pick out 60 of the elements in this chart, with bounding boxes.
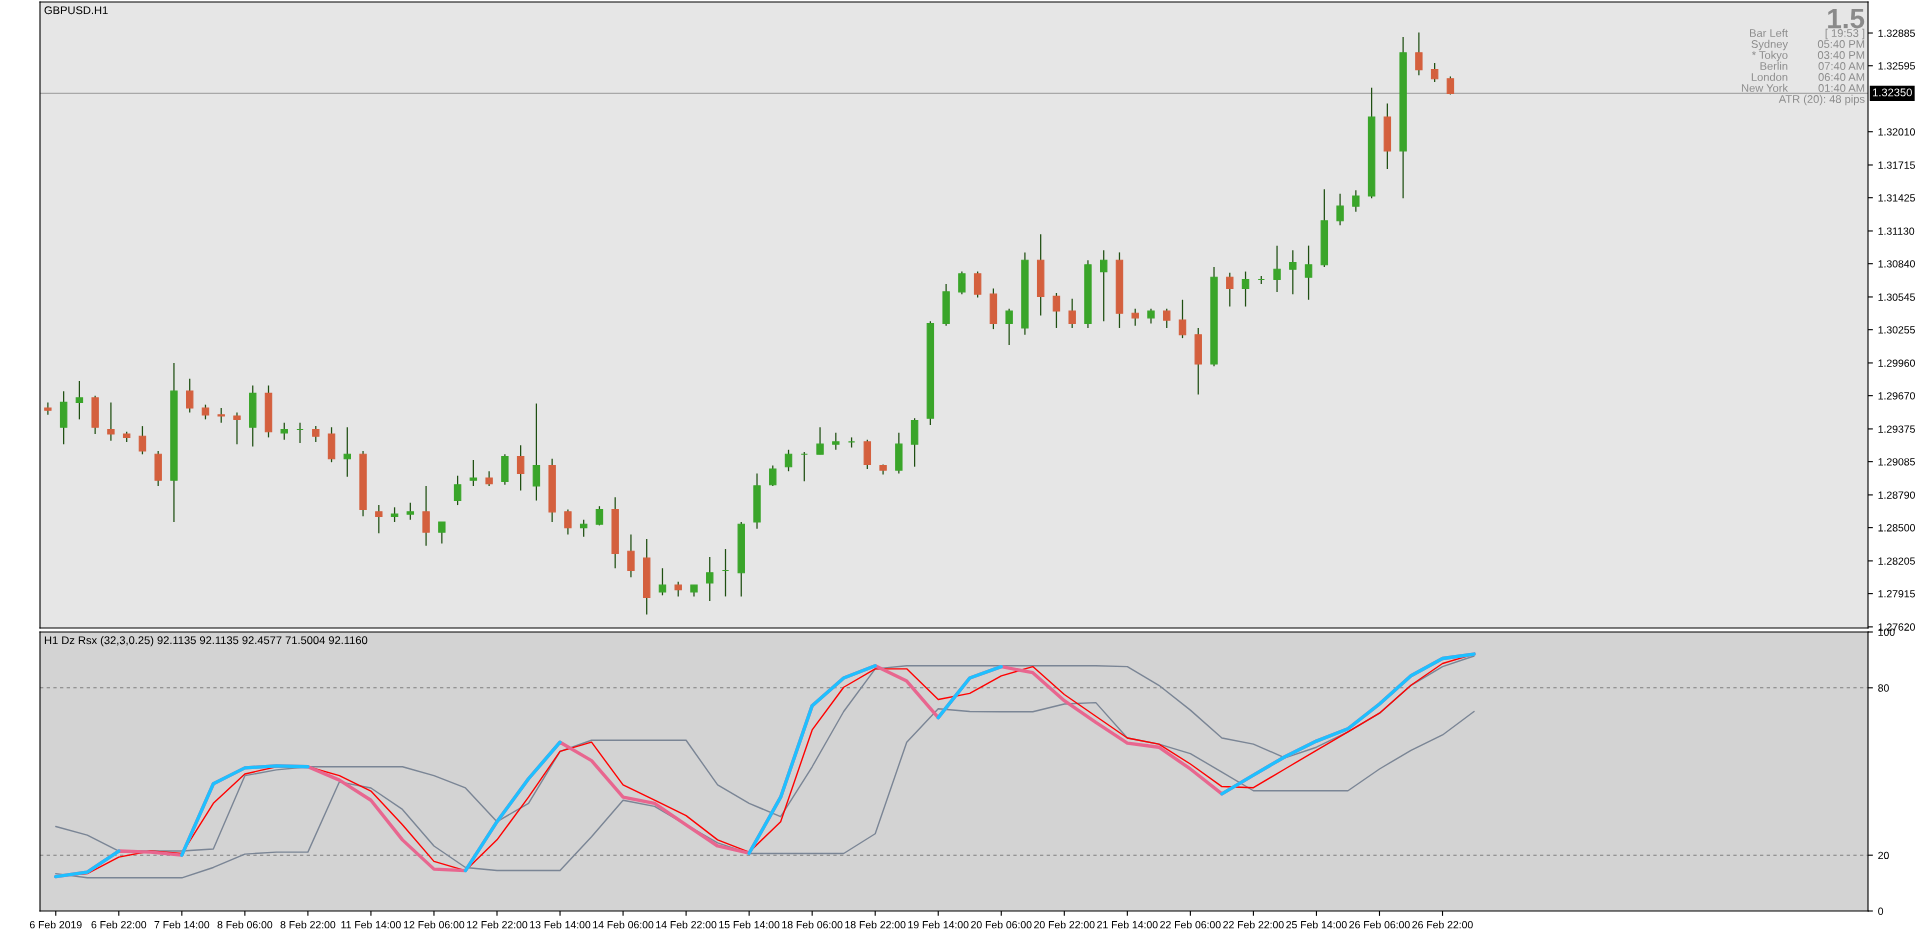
y-tick-label: 1.32885 [1878, 29, 1915, 37]
y-tick-label: 1.29375 [1878, 425, 1915, 433]
x-tick-label: 25 Feb 14:00 [1286, 920, 1347, 929]
y-tick-label: 1.32595 [1878, 62, 1915, 70]
annotation: * Tokyo [1751, 50, 1788, 62]
y-tick-label: 1.30840 [1878, 260, 1915, 268]
y-tick-label: 1.27915 [1878, 590, 1915, 598]
x-tick-label: 15 Feb 14:00 [719, 920, 780, 929]
annotation: Bar Left [1750, 28, 1788, 37]
x-tick-label: 14 Feb 06:00 [593, 920, 654, 929]
y-tick-label: 1.29085 [1878, 458, 1915, 466]
x-tick-label: 20 Feb 22:00 [1034, 920, 1095, 929]
x-tick-label: 11 Feb 14:00 [341, 920, 401, 929]
x-tick-label: 18 Feb 22:00 [845, 920, 906, 929]
annotation: 01:40 AM [1818, 84, 1865, 92]
x-tick-label: 7 Feb 14:00 [154, 920, 210, 929]
y-tick-label: 1.30255 [1878, 326, 1915, 334]
x-tick-label: 12 Feb 22:00 [467, 920, 528, 929]
annotation: Sydney [1751, 39, 1788, 51]
annotation: 07:40 AM [1818, 62, 1865, 70]
chart-title: H1 Dz Rsx (32,3,0.25) 92.1135 92.1135 92.4577 71.5004 92.1160 [44, 636, 368, 647]
x-tick-label: 26 Feb 22:00 [1412, 920, 1473, 929]
y-tick-label: 1.28500 [1878, 524, 1915, 532]
annotation: New York [1741, 83, 1789, 92]
x-tick-label: 8 Feb 06:00 [217, 920, 273, 929]
y-tick-label: 1.31425 [1878, 194, 1915, 202]
y-tick-label: 1.32010 [1878, 128, 1915, 136]
chart-title: GBPUSD.H1 [44, 6, 108, 15]
annotation: ATR (20): 48 pips [1778, 94, 1865, 106]
y-tick-label: 1.31715 [1878, 161, 1915, 169]
y-tick-label: 1.29670 [1878, 392, 1915, 400]
annotation: 1.5 [1828, 9, 1865, 29]
x-tick-label: 18 Feb 06:00 [782, 920, 843, 929]
x-tick-label: 6 Feb 2019 [29, 920, 82, 929]
annotation: 06:40 AM [1818, 73, 1865, 81]
x-tick-label: 14 Feb 22:00 [656, 920, 717, 929]
x-tick-label: 22 Feb 06:00 [1160, 920, 1221, 929]
y-tick-label: 1.29960 [1878, 359, 1915, 367]
annotation: London [1751, 72, 1788, 81]
y-tick-label: 1.28790 [1878, 491, 1915, 499]
annotation: [ 19:53 ] [1825, 28, 1865, 40]
x-tick-label: 22 Feb 22:00 [1223, 920, 1284, 929]
y-tick-label: 20 [1878, 851, 1889, 860]
y-tick-label: 1.28205 [1878, 557, 1915, 565]
x-tick-label: 8 Feb 22:00 [280, 920, 336, 929]
x-tick-label: 19 Feb 14:00 [908, 920, 969, 929]
x-tick-label: 6 Feb 22:00 [91, 920, 147, 929]
annotation: 03:40 PM [1817, 51, 1865, 59]
x-tick-label: 26 Feb 06:00 [1349, 920, 1410, 929]
x-tick-label: 13 Feb 14:00 [530, 920, 591, 929]
annotation: Berlin [1760, 61, 1788, 70]
x-tick-label: 20 Feb 06:00 [971, 920, 1032, 929]
ref-line-label: 1.32350 [1873, 88, 1912, 97]
y-tick-label: 1.31130 [1878, 227, 1915, 235]
y-tick-label: 1.30545 [1878, 293, 1915, 301]
y-tick-label: 0 [1878, 907, 1884, 915]
x-tick-label: 21 Feb 14:00 [1097, 920, 1158, 929]
annotation: 05:40 PM [1817, 40, 1865, 48]
y-tick-label: 80 [1878, 684, 1889, 692]
x-tick-label: 12 Feb 06:00 [404, 920, 465, 929]
